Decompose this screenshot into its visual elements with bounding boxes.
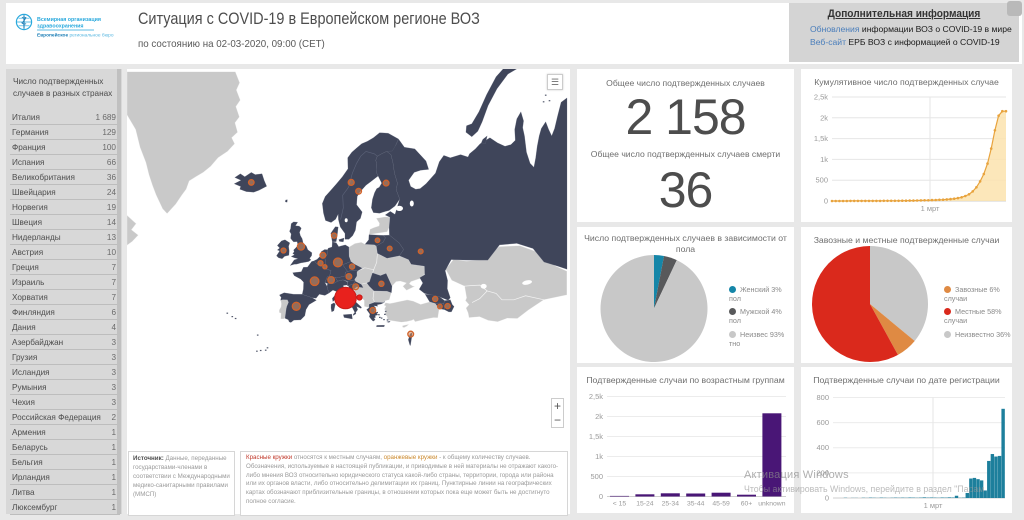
svg-text:1k: 1k xyxy=(595,452,603,461)
svg-text:здравоохранения: здравоохранения xyxy=(37,24,84,30)
svg-text:0: 0 xyxy=(825,494,829,503)
svg-text:1 мрт: 1 мрт xyxy=(921,204,940,213)
svg-text:25-34: 25-34 xyxy=(662,501,680,508)
svg-text:1,5k: 1,5k xyxy=(589,432,603,441)
svg-text:60+: 60+ xyxy=(741,501,753,508)
svg-text:400: 400 xyxy=(816,443,829,452)
svg-text:800: 800 xyxy=(816,393,829,402)
svg-text:35-44: 35-44 xyxy=(687,501,705,508)
svg-text:0: 0 xyxy=(824,197,828,206)
svg-text:Всемирная организация: Всемирная организация xyxy=(37,17,101,23)
svg-text:2,5k: 2,5k xyxy=(814,93,828,102)
svg-text:45-59: 45-59 xyxy=(712,501,730,508)
svg-text:Европейское региональное бюро: Европейское региональное бюро xyxy=(37,32,114,39)
svg-text:500: 500 xyxy=(815,176,828,185)
svg-text:500: 500 xyxy=(590,472,603,481)
svg-text:< 15: < 15 xyxy=(613,501,627,508)
svg-text:1 мрт: 1 мрт xyxy=(924,501,943,510)
svg-text:2,5k: 2,5k xyxy=(589,392,603,401)
svg-text:1k: 1k xyxy=(820,155,828,164)
svg-text:0: 0 xyxy=(599,492,603,501)
svg-text:600: 600 xyxy=(816,418,829,427)
svg-text:200: 200 xyxy=(816,468,829,477)
svg-text:2k: 2k xyxy=(820,113,828,122)
svg-text:unknown: unknown xyxy=(758,501,785,508)
svg-text:2k: 2k xyxy=(595,412,603,421)
svg-text:15-24: 15-24 xyxy=(636,501,654,508)
svg-text:1,5k: 1,5k xyxy=(814,134,828,143)
